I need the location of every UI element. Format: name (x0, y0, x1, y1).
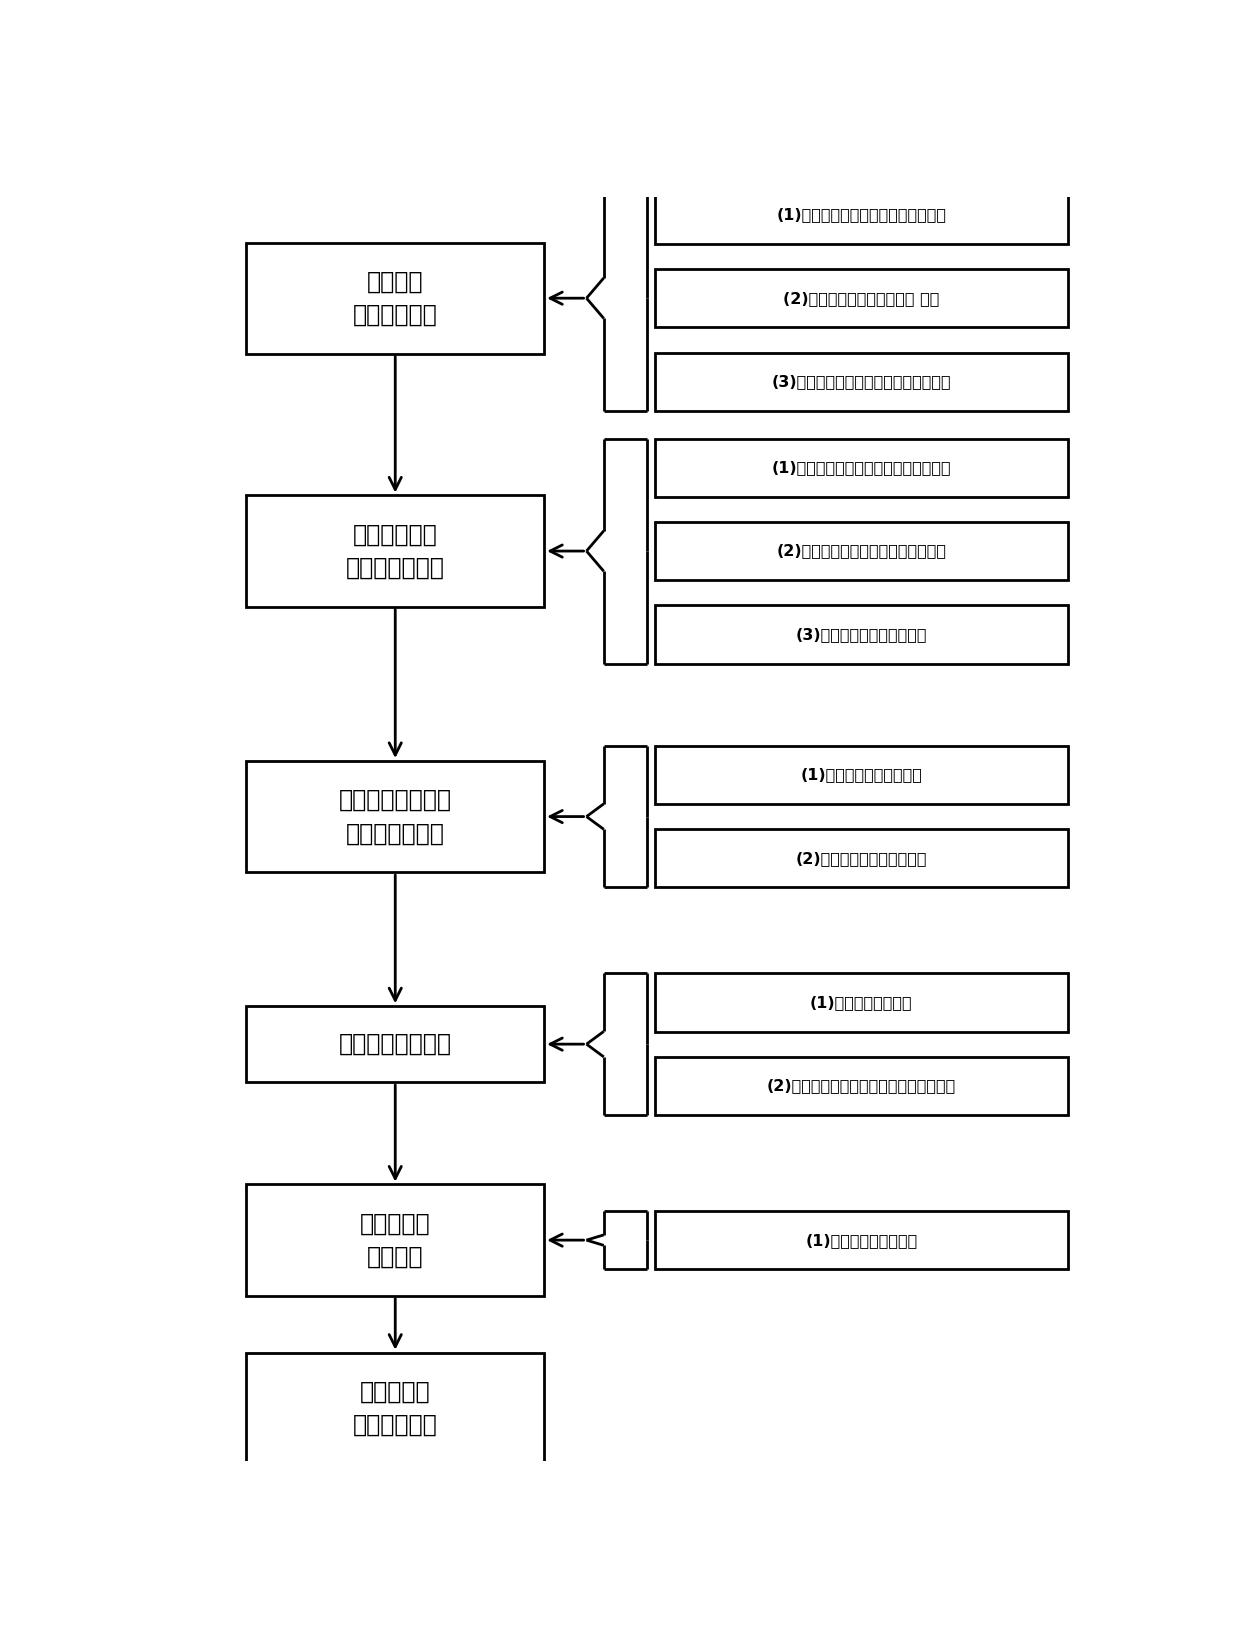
Text: (2)仿真实验优化串联阻抗值: (2)仿真实验优化串联阻抗值 (796, 851, 928, 865)
FancyBboxPatch shape (655, 1057, 1068, 1115)
Text: 机端主断路器闭合
旁路大阻抗线路: 机端主断路器闭合 旁路大阻抗线路 (339, 788, 451, 846)
Text: (1)解锁同步调相机转子: (1)解锁同步调相机转子 (805, 1233, 918, 1248)
Text: (1)计算预接入串联阻抗中电阻部分阻值: (1)计算预接入串联阻抗中电阻部分阻值 (771, 460, 951, 475)
FancyBboxPatch shape (655, 974, 1068, 1031)
FancyBboxPatch shape (247, 243, 544, 353)
Text: 励磁系统电压匹配: 励磁系统电压匹配 (339, 1033, 451, 1056)
FancyBboxPatch shape (655, 1212, 1068, 1269)
Text: 励磁系统
初始电压启动: 励磁系统 初始电压启动 (353, 269, 438, 327)
FancyBboxPatch shape (655, 269, 1068, 327)
Text: (2)启动同步调相机励磁控制 系统: (2)启动同步调相机励磁控制 系统 (784, 291, 940, 305)
FancyBboxPatch shape (247, 1353, 544, 1465)
FancyBboxPatch shape (655, 353, 1068, 410)
Text: (3)仿真实验优化串联阻抗值: (3)仿真实验优化串联阻抗值 (796, 627, 928, 642)
FancyBboxPatch shape (247, 1007, 544, 1082)
Text: 含大阻抗线路
交流断路器闭合: 含大阻抗线路 交流断路器闭合 (346, 522, 445, 580)
Text: (3)加载初始电压于同步调相机励磁绕组: (3)加载初始电压于同步调相机励磁绕组 (771, 374, 951, 389)
FancyBboxPatch shape (655, 522, 1068, 580)
FancyBboxPatch shape (655, 186, 1068, 243)
Text: 同步调相机
完成并网启动: 同步调相机 完成并网启动 (353, 1379, 438, 1437)
Text: 同步调相机
转子解锁: 同步调相机 转子解锁 (360, 1212, 430, 1269)
FancyBboxPatch shape (655, 745, 1068, 805)
FancyBboxPatch shape (655, 438, 1068, 496)
FancyBboxPatch shape (247, 496, 544, 606)
FancyBboxPatch shape (247, 1184, 544, 1296)
Text: (2)改变励磁系统输出电压并增大到额定值: (2)改变励磁系统输出电压并增大到额定值 (766, 1079, 956, 1094)
FancyBboxPatch shape (655, 606, 1068, 663)
FancyBboxPatch shape (247, 760, 544, 872)
Text: (1)调整励磁控制系统: (1)调整励磁控制系统 (810, 995, 913, 1010)
Text: (1)计算转子励磁绕组所需初始电压值: (1)计算转子励磁绕组所需初始电压值 (776, 207, 946, 222)
Text: (2)计算得到串联阻抗中电抗部分阻值: (2)计算得到串联阻抗中电抗部分阻值 (776, 544, 946, 558)
Text: (1)闭合机端交流主断路器: (1)闭合机端交流主断路器 (800, 767, 923, 782)
FancyBboxPatch shape (655, 829, 1068, 887)
